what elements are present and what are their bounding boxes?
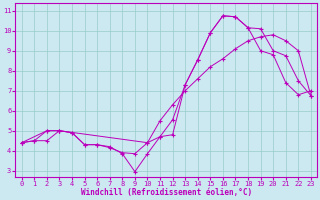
X-axis label: Windchill (Refroidissement éolien,°C): Windchill (Refroidissement éolien,°C) [81,188,252,197]
